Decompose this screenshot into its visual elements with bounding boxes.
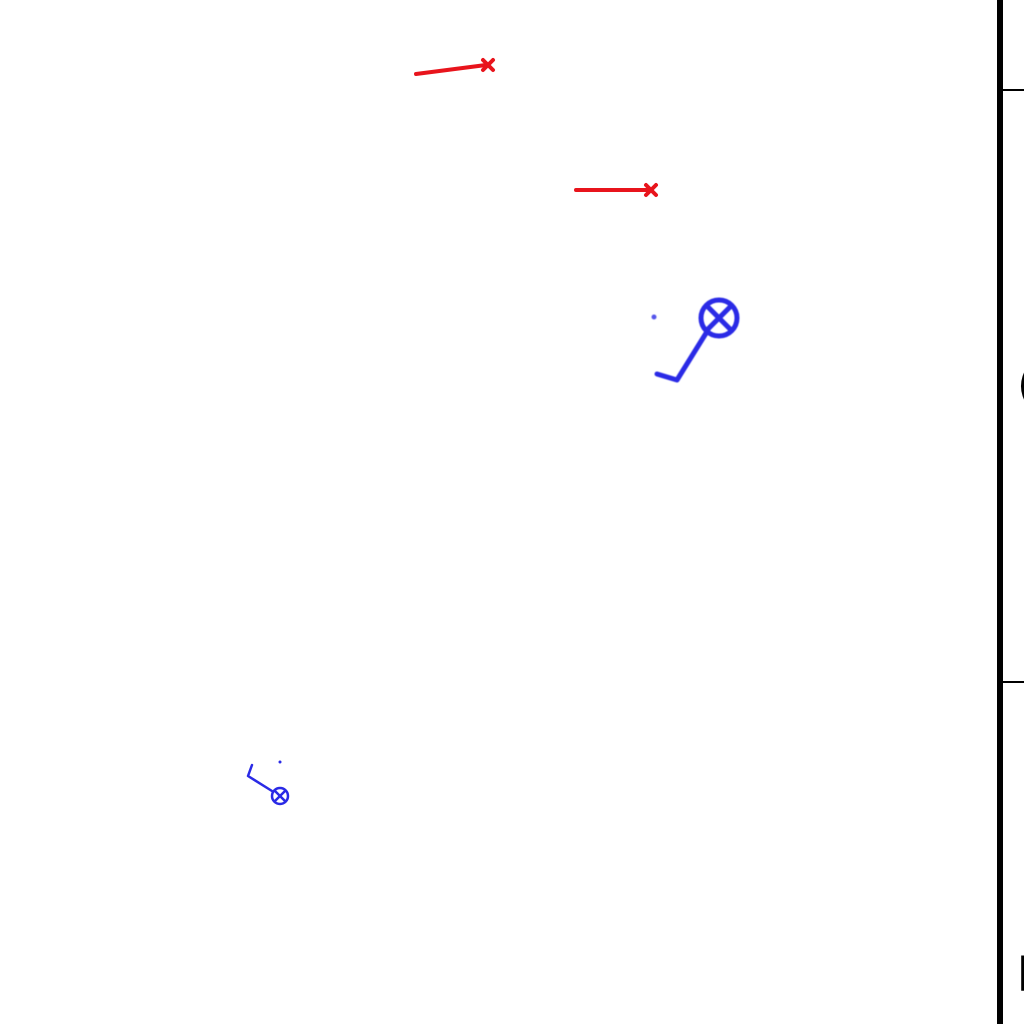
player-trail — [654, 327, 711, 383]
enemy-trail — [414, 63, 488, 76]
player-aux-dot — [278, 760, 282, 764]
enemy-missile-2 — [574, 183, 658, 197]
red-x-marker-icon — [481, 58, 495, 72]
player-ship-small — [246, 760, 290, 806]
panel-divider-top — [1003, 89, 1024, 91]
game-field[interactable] — [0, 0, 1000, 1024]
player-trail — [246, 763, 274, 793]
player-aux-dot — [651, 314, 657, 320]
red-x-marker-icon — [644, 183, 658, 197]
panel-letter-middle: ( — [1017, 362, 1024, 408]
panel-letter-bottom: h — [1017, 952, 1024, 998]
blue-circle-cross-marker-icon — [698, 297, 740, 339]
panel-divider-bottom — [1003, 681, 1024, 683]
blue-circle-cross-marker-icon — [270, 786, 290, 806]
player-ship-large — [651, 297, 740, 383]
side-panel: ( h — [997, 0, 1024, 1024]
enemy-missile-1 — [414, 58, 495, 76]
